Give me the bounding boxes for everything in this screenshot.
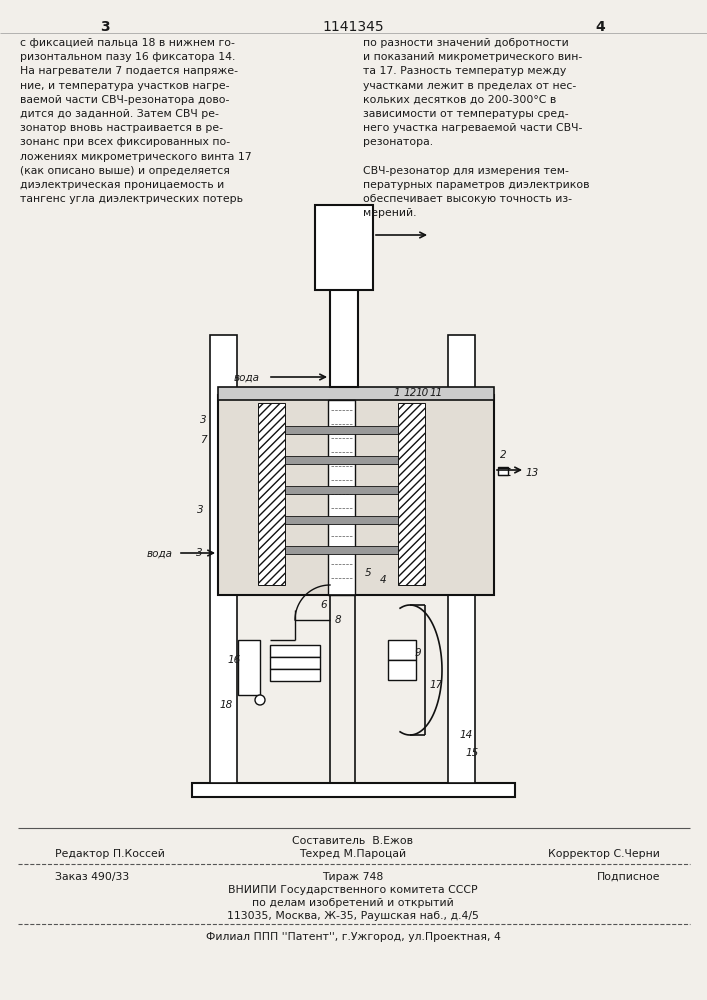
Text: 3: 3 (196, 548, 203, 558)
Text: 9: 9 (415, 648, 421, 658)
Text: вода: вода (147, 549, 173, 559)
Text: Подписное: Подписное (597, 872, 660, 882)
Text: вода: вода (234, 373, 260, 383)
Text: 3: 3 (200, 415, 206, 425)
Bar (270, 669, 320, 681)
Bar (448, 335, 475, 783)
Bar (330, 220, 358, 387)
Text: по разности значений добротности: по разности значений добротности (363, 38, 568, 48)
Text: та 17. Разность температур между: та 17. Разность температур между (363, 66, 566, 76)
Text: по делам изобретений и открытий: по делам изобретений и открытий (252, 898, 454, 908)
Text: 1141345: 1141345 (322, 20, 384, 34)
Text: зонатор вновь настраивается в ре-: зонатор вновь настраивается в ре- (20, 123, 223, 133)
Bar (388, 640, 416, 660)
Text: Филиал ППП ''Патент'', г.Ужгород, ул.Проектная, 4: Филиал ППП ''Патент'', г.Ужгород, ул.Про… (206, 932, 501, 942)
Text: ВНИИПИ Государственного комитета СССР: ВНИИПИ Государственного комитета СССР (228, 885, 478, 895)
Text: 7: 7 (200, 435, 206, 445)
Text: 8: 8 (335, 615, 341, 625)
Text: 1: 1 (393, 388, 399, 398)
Text: Составитель  В.Ежов: Составитель В.Ежов (293, 836, 414, 846)
Text: СВЧ-резонатор для измерения тем-: СВЧ-резонатор для измерения тем- (363, 166, 569, 176)
Text: 6: 6 (320, 600, 327, 610)
Text: зонанс при всех фиксированных по-: зонанс при всех фиксированных по- (20, 137, 230, 147)
Text: 2: 2 (500, 450, 507, 460)
Bar (388, 660, 416, 680)
Text: 3: 3 (100, 20, 110, 34)
Text: Техред М.Пароцай: Техред М.Пароцай (300, 849, 407, 859)
Bar (285, 426, 398, 434)
Bar (270, 645, 320, 657)
Text: Тираж 748: Тираж 748 (322, 872, 384, 882)
Text: него участка нагреваемой части СВЧ-: него участка нагреваемой части СВЧ- (363, 123, 583, 133)
Bar (258, 403, 285, 585)
Text: 14: 14 (460, 730, 473, 740)
Text: 13: 13 (525, 468, 538, 478)
Text: 4: 4 (595, 20, 605, 34)
Text: Заказ 490/33: Заказ 490/33 (55, 872, 129, 882)
Text: 10: 10 (416, 388, 429, 398)
Text: диэлектрическая проницаемость и: диэлектрическая проницаемость и (20, 180, 224, 190)
Text: 3: 3 (197, 505, 204, 515)
Text: пературных параметров диэлектриков: пературных параметров диэлектриков (363, 180, 590, 190)
Text: 4: 4 (380, 575, 387, 585)
Text: мерений.: мерений. (363, 208, 416, 218)
Bar (192, 783, 515, 797)
Text: ваемой части СВЧ-резонатора дово-: ваемой части СВЧ-резонатора дово- (20, 95, 229, 105)
Text: 15: 15 (466, 748, 479, 758)
Text: 12: 12 (403, 388, 416, 398)
Text: обеспечивает высокую точность из-: обеспечивает высокую точность из- (363, 194, 572, 204)
Bar (285, 516, 398, 524)
Text: кольких десятков до 200-300°С в: кольких десятков до 200-300°С в (363, 95, 556, 105)
Bar (285, 486, 398, 494)
Text: 18: 18 (219, 700, 233, 710)
Bar (328, 400, 355, 595)
Bar (498, 467, 508, 475)
Text: ложениях микрометрического винта 17: ложениях микрометрического винта 17 (20, 152, 252, 162)
Bar (315, 205, 373, 290)
Bar (238, 640, 260, 695)
Bar (398, 403, 425, 585)
Bar (285, 546, 398, 554)
Bar (218, 387, 494, 400)
Text: Корректор С.Черни: Корректор С.Черни (548, 849, 660, 859)
Text: ние, и температура участков нагре-: ние, и температура участков нагре- (20, 81, 230, 91)
Text: участками лежит в пределах от нес-: участками лежит в пределах от нес- (363, 81, 576, 91)
Text: с фиксацией пальца 18 в нижнем го-: с фиксацией пальца 18 в нижнем го- (20, 38, 235, 48)
Text: 5: 5 (365, 568, 372, 578)
Text: дится до заданной. Затем СВЧ ре-: дится до заданной. Затем СВЧ ре- (20, 109, 219, 119)
Circle shape (255, 695, 265, 705)
Text: Редактор П.Коссей: Редактор П.Коссей (55, 849, 165, 859)
Text: и показаний микрометрического вин-: и показаний микрометрического вин- (363, 52, 583, 62)
Bar (210, 335, 237, 783)
Bar (218, 395, 494, 595)
Text: 17: 17 (430, 680, 443, 690)
Bar (285, 456, 398, 464)
Text: тангенс угла диэлектрических потерь: тангенс угла диэлектрических потерь (20, 194, 243, 204)
Text: 16: 16 (227, 655, 240, 665)
Text: 11: 11 (430, 388, 443, 398)
Text: 113035, Москва, Ж-35, Раушская наб., д.4/5: 113035, Москва, Ж-35, Раушская наб., д.4… (227, 911, 479, 921)
Bar (270, 657, 320, 669)
Text: резонатора.: резонатора. (363, 137, 433, 147)
Text: На нагреватели 7 подается напряже-: На нагреватели 7 подается напряже- (20, 66, 238, 76)
Text: (как описано выше) и определяется: (как описано выше) и определяется (20, 166, 230, 176)
Text: ризонтальном пазу 16 фиксатора 14.: ризонтальном пазу 16 фиксатора 14. (20, 52, 235, 62)
Text: зависимости от температуры сред-: зависимости от температуры сред- (363, 109, 568, 119)
